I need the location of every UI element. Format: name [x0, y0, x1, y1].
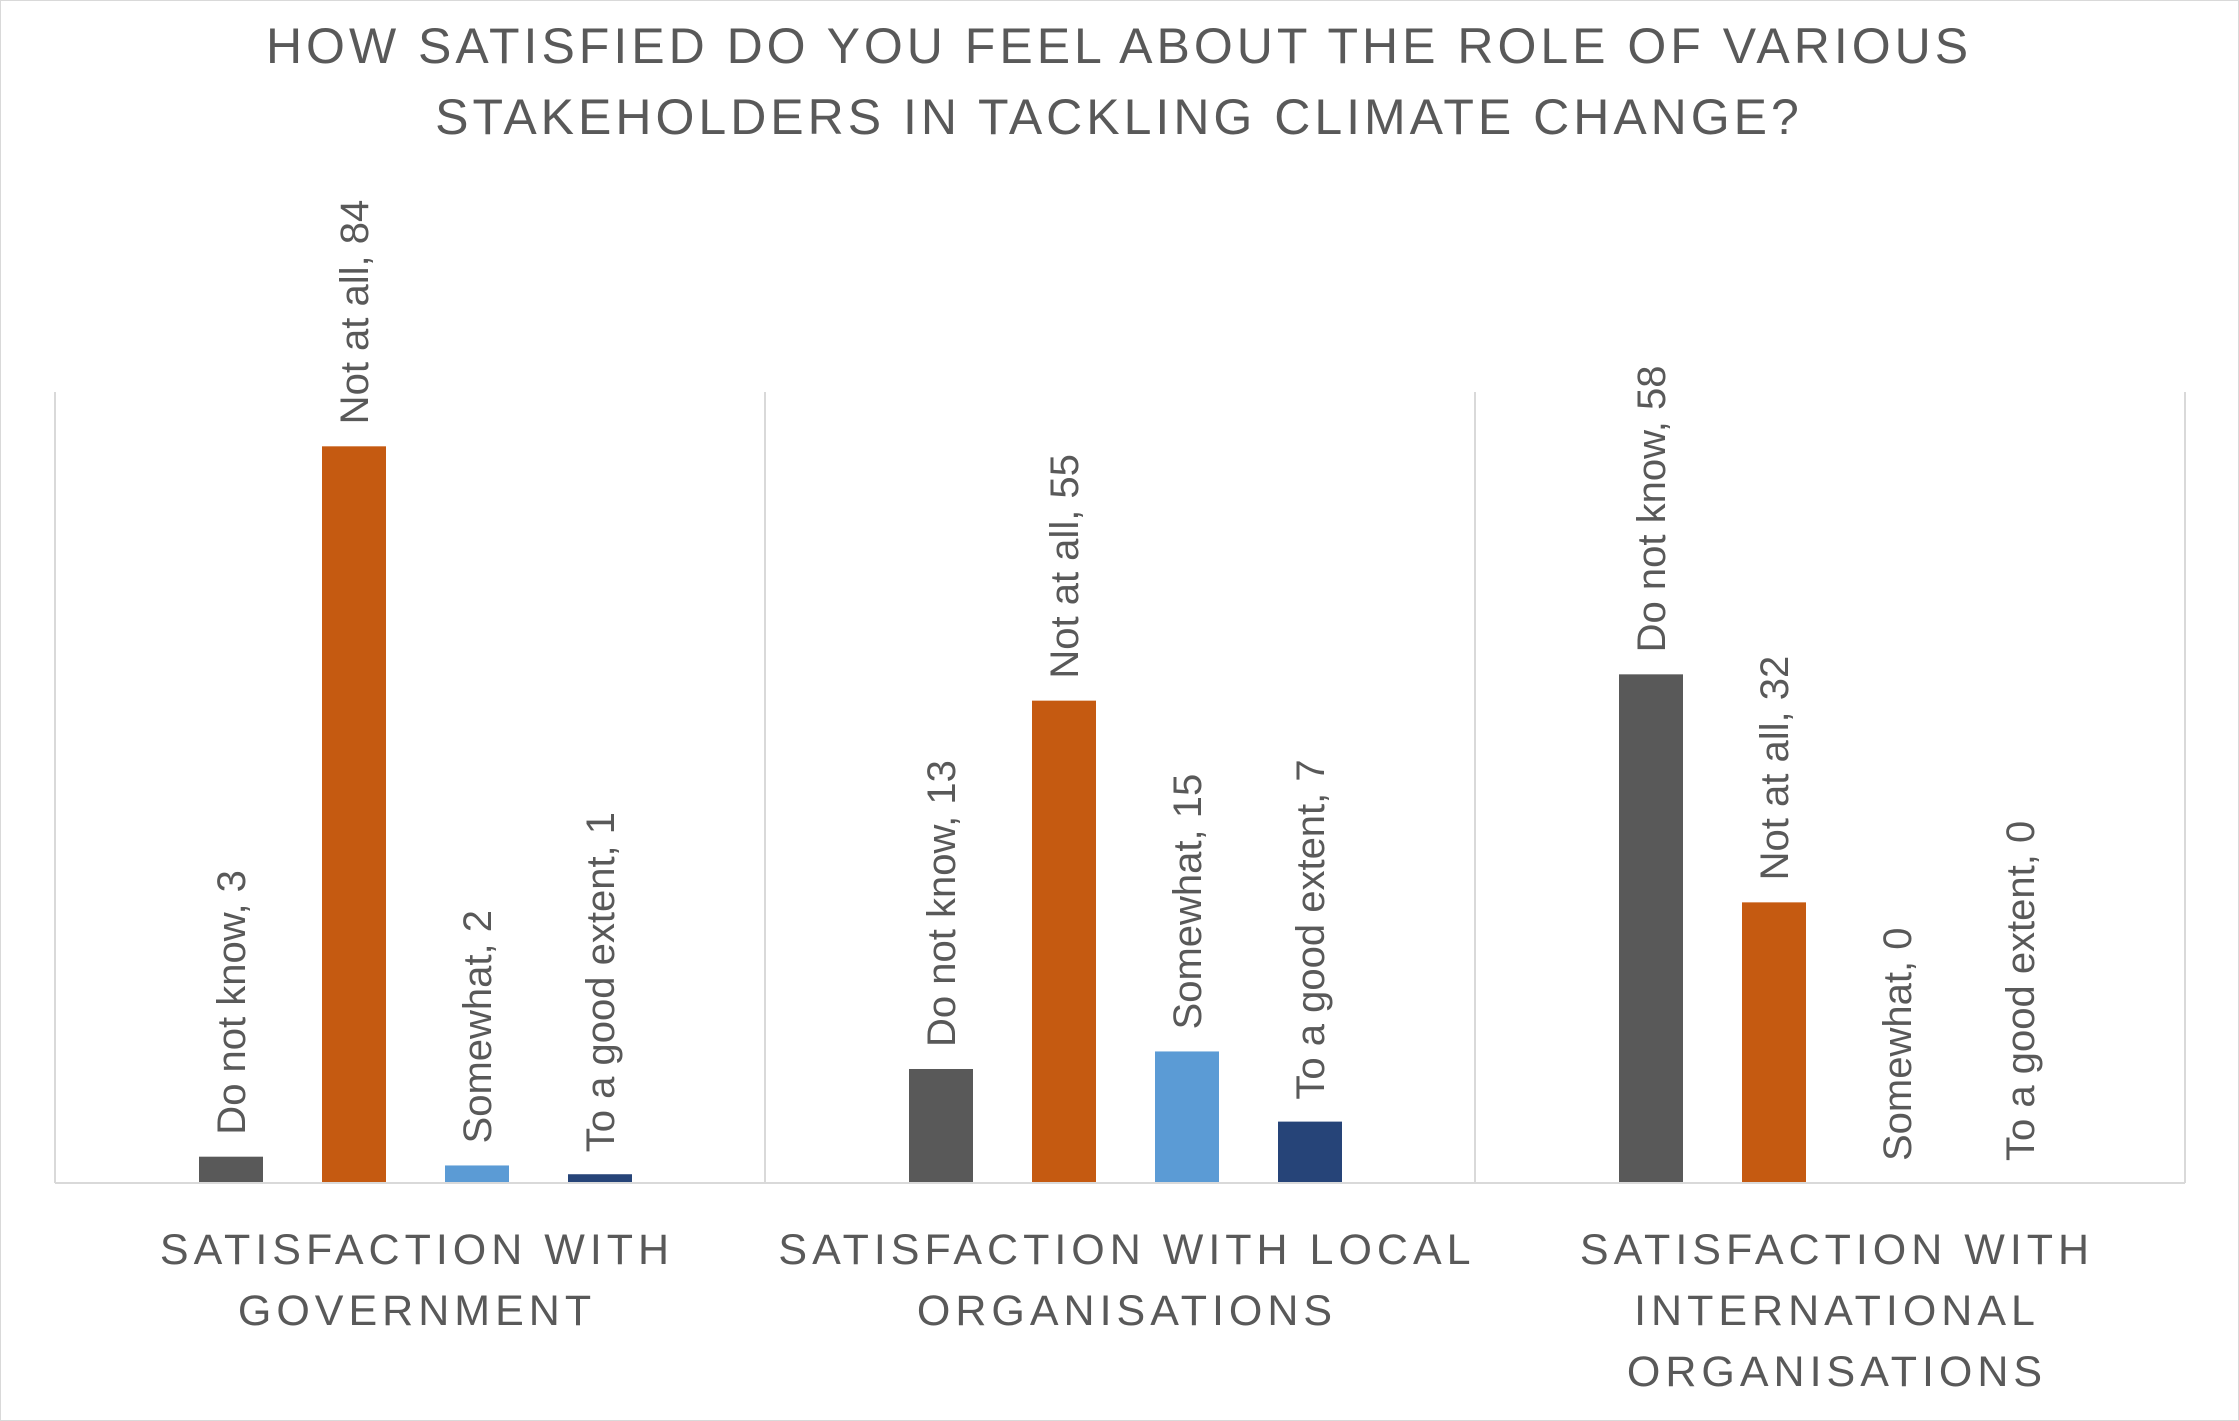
bar: [909, 1068, 973, 1183]
bar: [1155, 1051, 1219, 1183]
data-label: Do not know, 13: [920, 760, 964, 1047]
category-label: INTERNATIONAL: [1634, 1287, 2040, 1335]
category-label: SATISFACTION WITH: [160, 1226, 674, 1274]
category-label: GOVERNMENT: [238, 1287, 596, 1335]
data-label: Not at all, 84: [333, 200, 377, 425]
data-label: To a good extent, 1: [579, 812, 623, 1152]
chart-title-line: STAKEHOLDERS IN TACKLING CLIMATE CHANGE?: [435, 89, 1803, 145]
bar: [568, 1174, 632, 1183]
data-label: Somewhat, 15: [1166, 774, 1210, 1030]
bar: [1742, 902, 1806, 1183]
plot-area: [54, 392, 2186, 1184]
category-label: SATISFACTION WITH LOCAL: [778, 1226, 1475, 1274]
data-label: To a good extent, 0: [1999, 821, 2043, 1161]
data-label: Do not know, 58: [1630, 365, 1674, 652]
data-labels: Do not know, 3 Not at all, 84 Somewhat, 2 T…: [210, 200, 2043, 1161]
bar: [1619, 674, 1683, 1183]
category-axis-labels: SATISFACTION WITH GOVERNMENT SATISFACTION …: [160, 1226, 2094, 1396]
bar: [322, 446, 386, 1183]
category-label: ORGANISATIONS: [917, 1287, 1337, 1335]
chart-title-line: HOW SATISFIED DO YOU FEEL ABOUT THE ROLE…: [266, 18, 1972, 74]
bar: [199, 1156, 263, 1183]
chart-title: HOW SATISFIED DO YOU FEEL ABOUT THE ROLE…: [266, 18, 1972, 145]
data-label: Not at all, 32: [1753, 656, 1797, 881]
category-label: ORGANISATIONS: [1627, 1348, 2047, 1396]
data-label: Somewhat, 2: [456, 910, 500, 1143]
bar: [445, 1165, 509, 1183]
data-label: Do not know, 3: [210, 870, 254, 1135]
category-label: SATISFACTION WITH: [1580, 1226, 2094, 1274]
data-label: Somewhat, 0: [1876, 928, 1920, 1161]
bar: [1032, 700, 1096, 1183]
data-label: Not at all, 55: [1043, 454, 1087, 679]
bar: [1278, 1121, 1342, 1183]
data-label: To a good extent, 7: [1289, 759, 1333, 1099]
